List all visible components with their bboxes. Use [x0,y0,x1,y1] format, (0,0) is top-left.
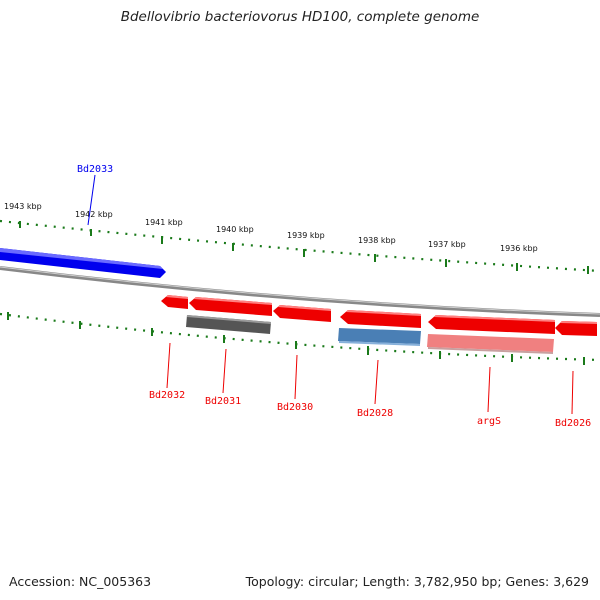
genome-summary-text: Topology: circular; Length: 3,782,950 bp… [245,574,589,589]
leader-Bd2031 [222,348,227,394]
upper-ruler [0,219,600,274]
gene-Bd2028-feature[interactable] [340,310,421,328]
gene-Bd2032-feature[interactable] [161,295,188,309]
ruler-label-1938: 1938 kbp [358,236,396,245]
gene-label-argS[interactable]: argS [477,416,501,427]
leader-Bd2032 [166,342,171,389]
gene-Bd2026-feature[interactable] [555,321,597,336]
feature-pink[interactable] [427,334,554,354]
gene-label-Bd2032[interactable]: Bd2032 [149,390,185,401]
genome-backbone [0,266,600,317]
leader-Bd2033 [87,174,96,226]
gene-labels: Bd2033 Bd2032 Bd2031 Bd2030 Bd2028 argS … [77,164,591,429]
leader-Bd2028 [374,359,379,405]
gene-label-Bd2033[interactable]: Bd2033 [77,164,113,175]
ruler-label-1942: 1942 kbp [75,210,113,219]
leader-Bd2026 [571,370,574,415]
gene-leaders [87,174,574,415]
accession-text: Accession: NC_005363 [9,574,152,589]
gene-label-Bd2031[interactable]: Bd2031 [205,396,241,407]
gene-Bd2030-feature[interactable] [273,305,331,322]
map-title: Bdellovibrio bacteriovorus HD100, comple… [120,9,480,25]
ruler-label-1943: 1943 kbp [4,202,42,211]
leader-argS [487,366,491,413]
lower-ruler [0,312,600,365]
ruler-label-1937: 1937 kbp [428,240,466,249]
gene-label-Bd2030[interactable]: Bd2030 [277,402,313,413]
ruler-labels: 1943 kbp 1942 kbp 1941 kbp 1940 kbp 1939… [4,202,538,253]
ruler-label-1936: 1936 kbp [500,244,538,253]
ruler-label-1941: 1941 kbp [145,218,183,227]
lower-ruler-major-ticks [7,312,585,365]
gene-Bd2031-feature[interactable] [189,297,272,316]
genome-backbone-highlight [0,266,600,315]
gene-Bd2033-feature[interactable] [0,248,166,278]
feature-dark-gray[interactable] [186,315,271,334]
leader-Bd2030 [294,354,298,400]
upper-ruler-major-ticks [19,221,589,274]
feature-blue[interactable] [338,328,421,346]
gene-argS-feature[interactable] [428,315,555,334]
ruler-label-1940: 1940 kbp [216,225,254,234]
ruler-label-1939: 1939 kbp [287,231,325,240]
gene-label-Bd2028[interactable]: Bd2028 [357,408,393,419]
gene-label-Bd2026[interactable]: Bd2026 [555,418,591,429]
